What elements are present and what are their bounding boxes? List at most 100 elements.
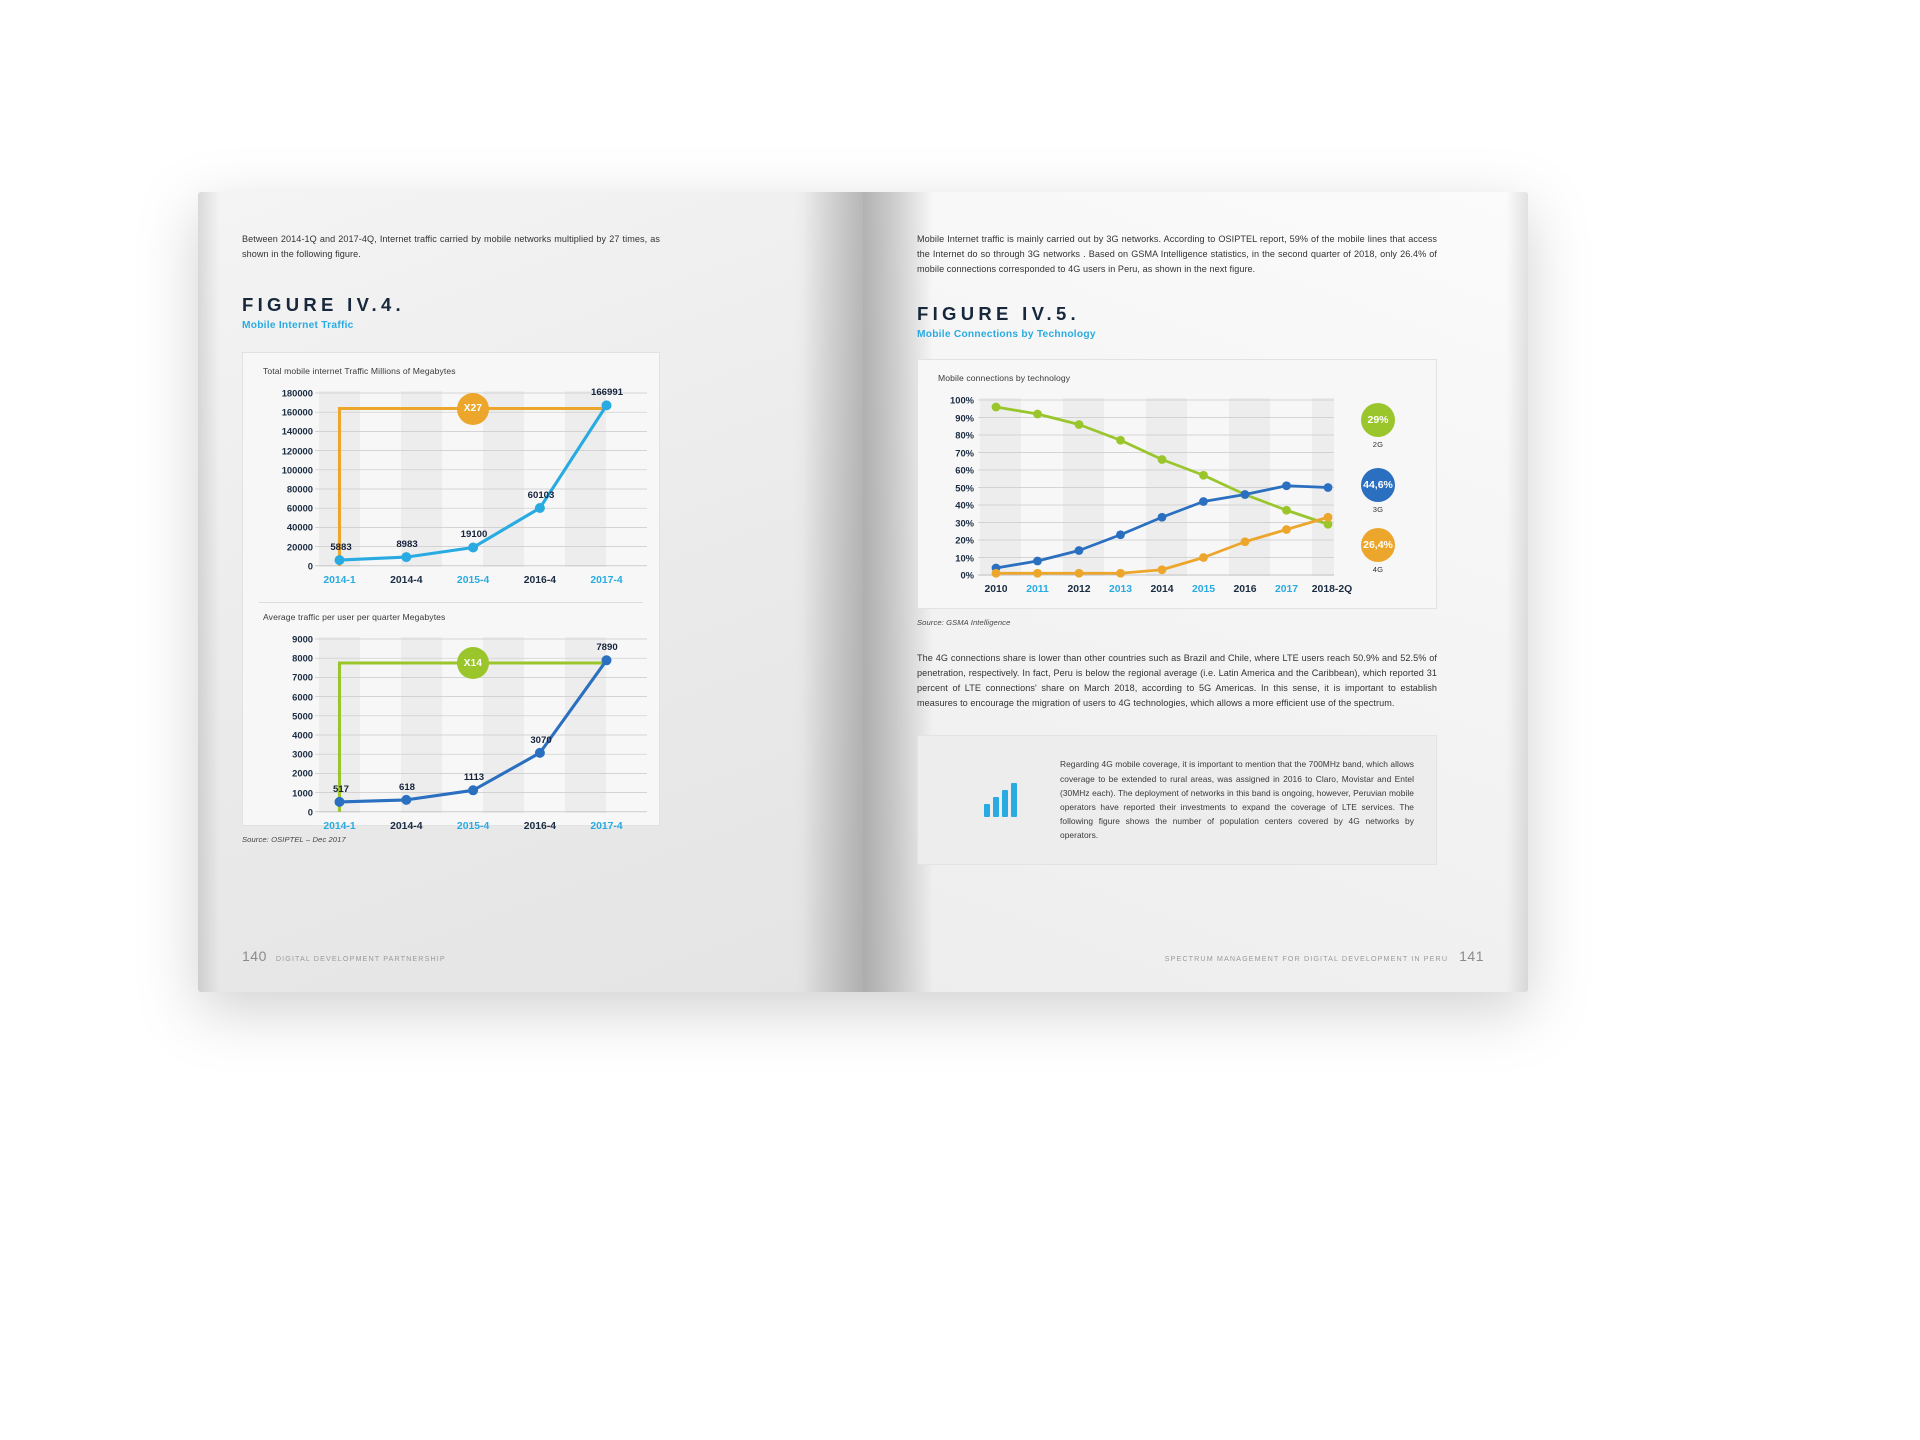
chart3-ytick-10: 10% [955, 552, 974, 563]
left-folio-text: DIGITAL DEVELOPMENT PARTNERSHIP [275, 954, 446, 963]
callout-icon-wrap [940, 783, 1060, 817]
chart3-xtick-4: 2014 [1150, 584, 1174, 595]
figure-iv5-subtitle: Mobile Connections by Technology [917, 329, 1096, 340]
chart2-ytick-6000: 6000 [292, 691, 313, 703]
callout-box: Regarding 4G mobile coverage, it is impo… [917, 735, 1437, 865]
chart2-ytick-5000: 5000 [292, 710, 313, 722]
chart3-xtick-7: 2017 [1274, 584, 1299, 595]
chart3-xtick-2: 2012 [1067, 584, 1091, 595]
chart1-ytick-0: 0 [307, 560, 313, 572]
chart3-svg [978, 398, 1334, 578]
chart2-ytick-9000: 9000 [292, 633, 313, 645]
chart1-label-2014-4: 8983 [396, 539, 418, 550]
chart2-svg [315, 637, 647, 813]
chart2-ytick-8000: 8000 [292, 652, 313, 664]
chart1-ytick-40000: 40000 [286, 521, 313, 533]
right-folio-number: 141 [1459, 948, 1484, 964]
chart1-ytick-80000: 80000 [286, 483, 313, 495]
chart1-ytick-180000: 180000 [281, 387, 313, 399]
chart1-xtick-0: 2014-1 [323, 575, 356, 586]
left-intro-paragraph: Between 2014-1Q and 2017-4Q, Internet tr… [242, 234, 660, 259]
book-spread: Between 2014-1Q and 2017-4Q, Internet tr… [198, 192, 1528, 992]
chart3-bubble-3g: 44,6% [1361, 468, 1395, 502]
chart3-ytick-40: 40% [955, 499, 974, 511]
chart2-xtick-1: 2014-4 [390, 821, 423, 832]
right-page: Mobile Internet traffic is mainly carrie… [863, 192, 1528, 992]
chart2-label-2015-4: 1113 [463, 772, 485, 783]
chart2-xtick-2: 2015-4 [456, 821, 490, 832]
chart1-svg [315, 391, 647, 567]
chart-divider [259, 602, 643, 603]
chart3-xtick-5: 2015 [1191, 584, 1216, 595]
chart3-ytick-0: 0% [960, 569, 974, 581]
chart1-ytick-160000: 160000 [281, 406, 313, 418]
chart1-label-2015-4: 19100 [460, 529, 488, 540]
chart1-title: Total mobile internet Traffic Millions o… [263, 366, 456, 376]
chart1-ytick-20000: 20000 [286, 541, 313, 553]
right-page-footer: SPECTRUM MANAGEMENT FOR DIGITAL DEVELOPM… [1165, 948, 1484, 964]
chart2-ytick-3000: 3000 [292, 748, 313, 760]
figure-iv5-heading: FIGURE IV.5. Mobile Connections by Techn… [917, 303, 1484, 340]
chart1-ytick-100000: 100000 [281, 464, 313, 476]
chart1-xtick-2: 2015-4 [456, 575, 490, 586]
chart1-label-2016-4: 60103 [527, 490, 555, 501]
chart1-ytick-60000: 60000 [286, 502, 313, 514]
left-page: Between 2014-1Q and 2017-4Q, Internet tr… [198, 192, 863, 992]
figure-iv4-chart-card: Total mobile internet Traffic Millions o… [242, 352, 660, 832]
chart3-title: Mobile connections by technology [938, 373, 1071, 383]
chart3-bubble-4g: 26,4% [1361, 528, 1395, 562]
chart3-bubble-caption-4g: 4G [1372, 565, 1384, 574]
chart1-xtick-4: 2017-4 [590, 575, 623, 586]
chart2-ytick-7000: 7000 [292, 671, 313, 683]
chart1-label-2017-4: 166991 [590, 387, 624, 398]
chart3-bubble-caption-3g: 3G [1372, 505, 1384, 514]
chart2-label-2014-1: 517 [332, 784, 350, 795]
chart1-multiplier-badge: X27 [457, 392, 489, 425]
figure-iv5-source: Source: GSMA Intelligence [917, 618, 1011, 627]
figure-iv4-heading: FIGURE IV.4. Mobile Internet Traffic [242, 294, 809, 331]
figure-iv4-subtitle: Mobile Internet Traffic [242, 320, 354, 331]
chart3-bubble-caption-2g: 2G [1372, 440, 1384, 449]
chart2-label-2014-4: 618 [398, 782, 416, 793]
chart2-ytick-0: 0 [307, 806, 313, 818]
chart-total-mobile-traffic: Total mobile internet Traffic Millions o… [255, 363, 647, 600]
chart3-ytick-80: 80% [955, 429, 974, 441]
chart3-xtick-8: 2018-2Q [1311, 584, 1353, 595]
figure-iv4-label: FIGURE IV.4. [242, 294, 405, 315]
signal-bars-icon [983, 783, 1017, 817]
chart2-ytick-2000: 2000 [292, 767, 313, 779]
chart2-xtick-3: 2016-4 [523, 821, 557, 832]
left-folio-number: 140 [242, 948, 267, 964]
right-folio-text: SPECTRUM MANAGEMENT FOR DIGITAL DEVELOPM… [1164, 954, 1449, 963]
chart3-ytick-70: 70% [955, 447, 974, 458]
chart1-xtick-3: 2016-4 [523, 575, 557, 586]
chart2-multiplier-badge: X14 [457, 647, 489, 679]
chart3-ytick-30: 30% [955, 517, 974, 528]
chart2-title: Average traffic per user per quarter Meg… [263, 612, 446, 622]
chart1-ytick-140000: 140000 [281, 425, 313, 437]
chart3-ytick-60: 60% [955, 464, 974, 476]
chart3-ytick-90: 90% [955, 412, 974, 423]
right-body-paragraph: The 4G connections share is lower than o… [917, 653, 1437, 708]
chart2-xtick-4: 2017-4 [590, 821, 623, 832]
chart1-label-2014-1: 5883 [330, 542, 352, 553]
chart2-plot: 9000 8000 7000 6000 5000 4000 3000 2000 … [255, 631, 649, 843]
chart2-ytick-1000: 1000 [292, 787, 313, 799]
chart3-xtick-1: 2011 [1026, 584, 1049, 595]
chart2-label-2016-4: 3070 [530, 735, 552, 746]
chart1-plot: 180000 160000 140000 120000 100000 80000… [255, 385, 649, 597]
figure-iv5-label: FIGURE IV.5. [917, 303, 1080, 324]
chart-average-traffic-per-user: Average traffic per user per quarter Meg… [255, 609, 647, 843]
chart3-bubble-2g: 29% [1361, 403, 1395, 437]
figure-iv5-chart-card: Mobile connections by technology 100% 90… [917, 359, 1437, 609]
chart3-ytick-20: 20% [955, 534, 974, 546]
right-intro-paragraph: Mobile Internet traffic is mainly carrie… [917, 234, 1437, 274]
left-page-footer: 140 DIGITAL DEVELOPMENT PARTNERSHIP [242, 948, 446, 964]
chart3-ytick-100: 100% [950, 394, 974, 406]
chart3-plot: 100% 90% 80% 70% 60% 50% 40% 30% 20% 10%… [930, 390, 1426, 602]
chart2-ytick-4000: 4000 [292, 729, 313, 741]
chart3-xtick-0: 2010 [984, 584, 1008, 595]
chart3-ytick-50: 50% [955, 482, 974, 493]
chart1-xtick-1: 2014-4 [390, 575, 423, 586]
chart3-xtick-6: 2016 [1233, 584, 1257, 595]
